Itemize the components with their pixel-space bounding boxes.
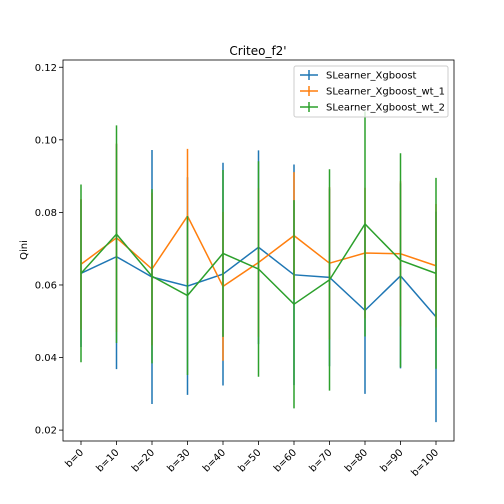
- y-tick-label: 0.08: [35, 208, 57, 219]
- legend: SLearner_Xgboost SLearner_Xgboost_wt_1 SLe…: [293, 65, 449, 118]
- y-tick-label: 0.10: [35, 135, 57, 146]
- legend-label: SLearner_Xgboost_wt_1: [326, 87, 445, 98]
- legend-box: [293, 65, 449, 118]
- y-tick-label: 0.02: [35, 426, 57, 437]
- y-axis-label: Qini: [19, 240, 30, 260]
- legend-item: SLearner_Xgboost_wt_1: [300, 86, 445, 98]
- y-tick-label: 0.12: [35, 63, 57, 74]
- axes-frame: [62, 59, 455, 442]
- legend-label: SLearner_Xgboost: [326, 71, 417, 82]
- y-tick-label: 0.04: [35, 353, 57, 364]
- series-3: [80, 111, 437, 409]
- series-line: [80, 222, 437, 306]
- legend-item: SLearner_Xgboost_wt_2: [300, 102, 445, 114]
- legend-item: SLearner_Xgboost: [300, 70, 417, 82]
- legend-label: SLearner_Xgboost_wt_2: [326, 103, 445, 114]
- chart-title: Criteo_f2': [229, 44, 286, 58]
- y-tick-label: 0.06: [35, 280, 57, 291]
